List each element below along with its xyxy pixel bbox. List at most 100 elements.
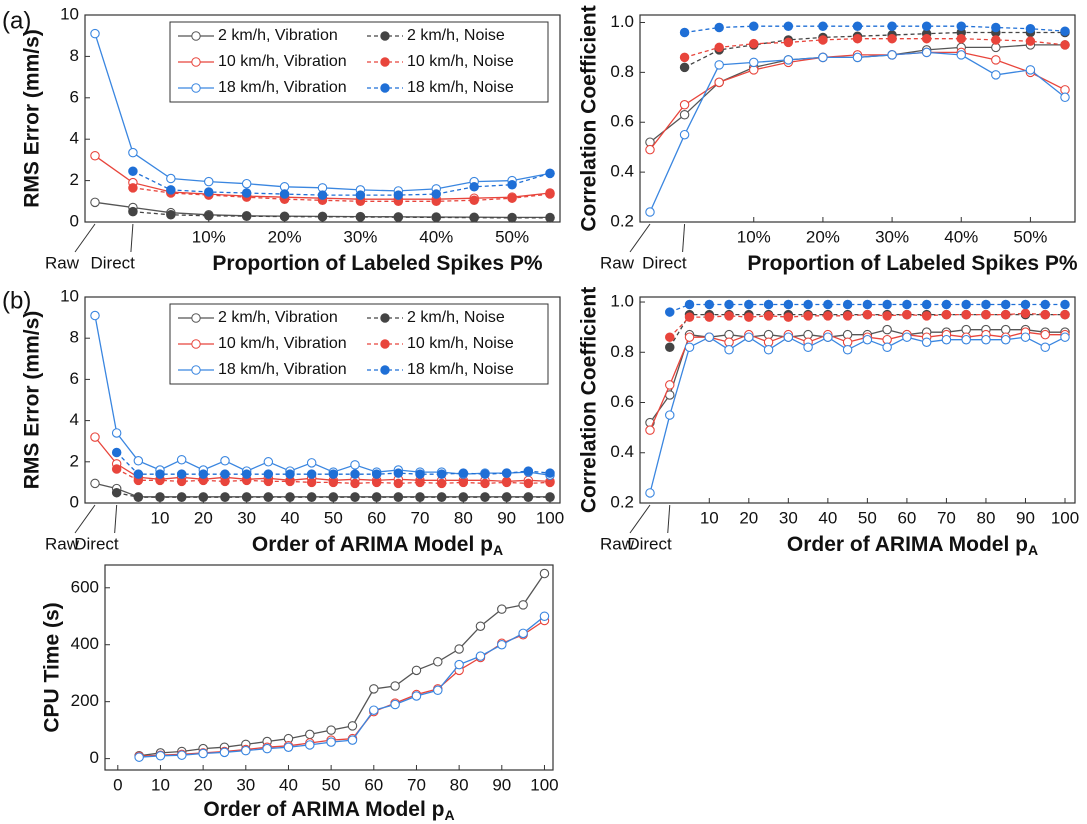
data-point (882, 324, 892, 335)
data-point (134, 752, 144, 762)
data-point (285, 469, 295, 479)
data-point (1060, 92, 1070, 103)
x-axis-label: Order of ARIMA Model pA (252, 533, 503, 558)
legend-marker (380, 313, 390, 323)
y-tick-label: 0 (70, 211, 79, 230)
x-tick-label: 60 (897, 508, 916, 527)
data-point (842, 345, 853, 355)
data-point (783, 332, 794, 342)
data-point (306, 469, 317, 479)
x-tick-label: Raw (45, 534, 80, 553)
data-point (665, 410, 675, 420)
legend-marker (380, 365, 390, 375)
data-point (469, 182, 479, 192)
y-axis-label: RMS Error (mm/s) (21, 29, 44, 208)
data-point (241, 178, 252, 189)
data-point (198, 469, 209, 479)
data-point (714, 42, 724, 53)
data-point (241, 745, 251, 756)
x-tick-label: 50 (858, 508, 877, 527)
panel-label: (b) (2, 287, 31, 314)
y-tick-label: 400 (71, 634, 99, 653)
data-point (220, 469, 230, 479)
data-point (1040, 299, 1050, 310)
data-point (823, 299, 833, 310)
data-point (921, 337, 932, 347)
series-line (669, 313, 1065, 348)
data-point (317, 190, 328, 200)
data-point (523, 466, 534, 476)
data-point (1025, 36, 1036, 46)
data-point (991, 35, 1001, 45)
data-point (852, 33, 863, 44)
x-tick-label: 40% (944, 227, 978, 246)
data-point (887, 33, 897, 44)
data-point (956, 50, 966, 60)
x-tick-label: 90 (492, 775, 511, 794)
data-point (204, 176, 214, 187)
data-point (219, 747, 230, 758)
data-point (263, 492, 274, 502)
data-point (1020, 299, 1031, 310)
data-point (1025, 23, 1036, 34)
legend-marker (191, 57, 201, 67)
data-point (371, 492, 382, 502)
data-point (306, 477, 317, 488)
data-point (306, 458, 317, 468)
data-point (1020, 332, 1031, 342)
x-tick-label: 30% (343, 227, 377, 246)
data-point (679, 62, 690, 73)
data-point (981, 309, 991, 320)
data-point (436, 492, 447, 502)
data-point (665, 332, 675, 342)
data-point (133, 456, 144, 466)
x-tick-label: 90 (1016, 508, 1035, 527)
data-point (783, 312, 794, 322)
x-tick-label: 80 (450, 775, 469, 794)
legend-marker (191, 31, 201, 41)
data-point (433, 685, 443, 696)
data-point (155, 492, 165, 502)
data-point (783, 299, 794, 310)
data-point (961, 334, 971, 345)
data-point (545, 168, 555, 179)
data-point (371, 469, 382, 479)
data-point (458, 477, 469, 488)
data-point (90, 432, 100, 442)
legend-label: 18 km/h, Vibration (218, 79, 347, 96)
data-point (480, 478, 490, 489)
data-point (803, 299, 813, 310)
data-point (842, 311, 853, 321)
data-point (279, 211, 290, 222)
legend-marker (191, 313, 201, 323)
x-tick-label: 100 (530, 775, 558, 794)
x-axis-label-sub: A (1028, 542, 1038, 558)
data-point (545, 213, 555, 223)
data-point (645, 144, 655, 155)
data-point (111, 487, 122, 498)
x-tick-label: 60 (367, 508, 386, 527)
y-tick-label: 1.0 (610, 12, 634, 31)
data-point (279, 189, 290, 199)
y-axis-label: Correlation Coefficient (578, 5, 601, 231)
y-tick-label: 1.0 (610, 292, 634, 311)
data-point (475, 621, 486, 631)
x-tick-label: 80 (454, 508, 473, 527)
data-point (415, 469, 425, 479)
data-point (317, 212, 328, 222)
data-point (326, 737, 336, 747)
data-point (921, 299, 932, 310)
legend-box (169, 303, 549, 385)
data-point (981, 299, 991, 310)
x-tick-label: 20% (268, 227, 302, 246)
data-point (326, 725, 336, 735)
data-point (645, 425, 655, 435)
data-point (823, 311, 833, 321)
y-axis-label: Correlation Coefficient (578, 287, 601, 513)
y-axis-label: RMS Error (mm/s) (21, 311, 44, 490)
data-point (305, 740, 315, 750)
data-point (956, 33, 966, 44)
data-point (748, 21, 759, 31)
data-point (665, 380, 675, 390)
data-point (111, 428, 122, 438)
